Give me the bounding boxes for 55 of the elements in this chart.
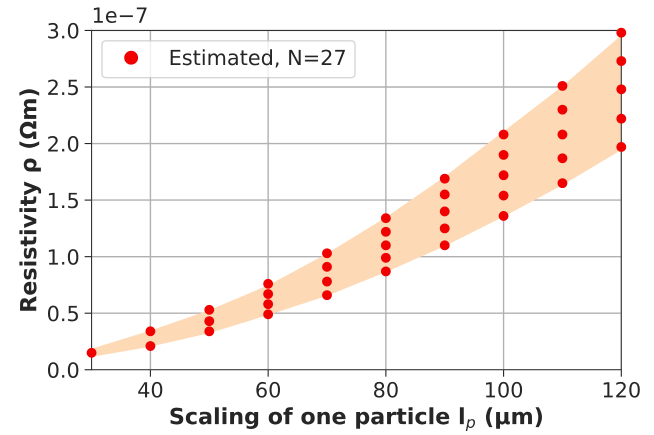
- y-tick-label: 2.0: [48, 136, 78, 152]
- point: [616, 142, 626, 152]
- point: [380, 240, 391, 250]
- point: [322, 276, 332, 286]
- x-tick-label: 100: [486, 382, 522, 398]
- point: [380, 213, 391, 224]
- legend-label: Estimated, N=27: [170, 49, 345, 68]
- point: [440, 190, 450, 200]
- point: [204, 316, 214, 326]
- point: [380, 252, 391, 263]
- y-tick-label: 1.5: [48, 192, 78, 208]
- point: [440, 206, 450, 216]
- point: [498, 211, 508, 221]
- point: [146, 326, 156, 336]
- point: [498, 190, 508, 200]
- point: [498, 170, 508, 180]
- x-tick-label: 120: [604, 382, 640, 398]
- point: [263, 299, 274, 310]
- point: [263, 309, 274, 320]
- point: [322, 248, 332, 258]
- y-tick-label: 3.0: [48, 22, 78, 39]
- point: [616, 84, 626, 94]
- y-tick-label: 0.0: [48, 362, 78, 378]
- point: [440, 174, 450, 184]
- point: [498, 150, 508, 160]
- y-axis-title: Resistivity ρ (Ωm): [19, 89, 42, 311]
- point: [498, 130, 508, 140]
- point: [440, 240, 450, 250]
- x-axis-title: Scaling of one particle l$_{p}$ (μm): [170, 407, 542, 432]
- point: [616, 28, 626, 38]
- point: [322, 262, 332, 272]
- point: [263, 278, 274, 289]
- point: [322, 290, 332, 300]
- point: [263, 289, 274, 299]
- x-tick-label: 40: [138, 382, 162, 398]
- point: [86, 348, 96, 358]
- point: [204, 304, 214, 315]
- point: [558, 80, 568, 91]
- point: [146, 341, 156, 351]
- x-tick-label: 80: [374, 382, 398, 398]
- point: [558, 153, 568, 164]
- point: [616, 56, 626, 66]
- point: [380, 266, 391, 276]
- point: [558, 178, 568, 188]
- text: 1e−7: [94, 8, 147, 24]
- y-tick-label: 0.5: [48, 306, 78, 322]
- point: [204, 326, 214, 336]
- point: [380, 226, 391, 237]
- point: [616, 114, 626, 124]
- y-tick-label: 2.5: [48, 79, 78, 96]
- y-tick-label: 1.0: [48, 249, 78, 265]
- point: [558, 130, 568, 140]
- point: [558, 104, 568, 115]
- point: [440, 223, 450, 234]
- x-tick-label: 60: [256, 382, 280, 398]
